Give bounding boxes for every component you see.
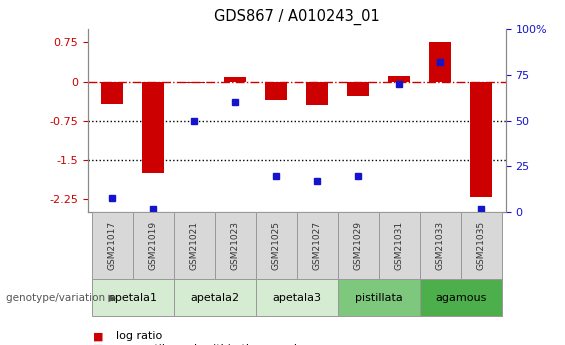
Bar <box>224 77 246 81</box>
Text: GSM21035: GSM21035 <box>477 221 485 270</box>
Text: percentile rank within the sample: percentile rank within the sample <box>116 344 304 345</box>
Bar <box>347 81 370 96</box>
Text: GSM21025: GSM21025 <box>272 221 281 270</box>
Bar <box>429 42 451 81</box>
Text: apetala2: apetala2 <box>190 293 239 303</box>
Text: agamous: agamous <box>435 293 486 303</box>
Bar <box>470 81 492 197</box>
Bar <box>101 81 123 104</box>
Title: GDS867 / A010243_01: GDS867 / A010243_01 <box>214 9 380 25</box>
Text: GSM21017: GSM21017 <box>108 221 116 270</box>
Text: GSM21029: GSM21029 <box>354 221 363 270</box>
Text: GSM21027: GSM21027 <box>312 221 321 270</box>
Bar <box>183 81 206 82</box>
Text: GSM21031: GSM21031 <box>394 221 403 270</box>
Text: GSM21023: GSM21023 <box>231 221 240 270</box>
Bar <box>388 76 410 81</box>
Text: ■: ■ <box>93 332 104 341</box>
Bar <box>142 81 164 173</box>
Text: ■: ■ <box>93 344 104 345</box>
Text: apetala3: apetala3 <box>272 293 321 303</box>
Bar <box>306 81 328 105</box>
Text: GSM21021: GSM21021 <box>190 221 199 270</box>
Bar <box>265 81 288 100</box>
Text: GSM21033: GSM21033 <box>436 221 445 270</box>
Text: pistillata: pistillata <box>355 293 402 303</box>
Text: log ratio: log ratio <box>116 332 162 341</box>
Text: genotype/variation ▶: genotype/variation ▶ <box>6 293 116 303</box>
Text: apetala1: apetala1 <box>108 293 157 303</box>
Text: GSM21019: GSM21019 <box>149 221 158 270</box>
